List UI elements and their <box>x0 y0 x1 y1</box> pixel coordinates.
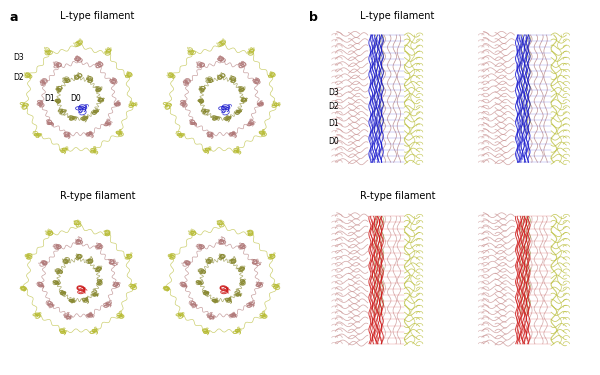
Text: D0: D0 <box>71 94 81 104</box>
Text: L-type filament: L-type filament <box>360 11 434 21</box>
Text: a: a <box>9 11 17 24</box>
Text: D1: D1 <box>44 94 55 104</box>
Text: b: b <box>309 11 318 24</box>
Text: D1: D1 <box>328 119 339 128</box>
Text: D3: D3 <box>328 88 339 97</box>
Text: D3: D3 <box>14 53 25 62</box>
Text: R-type filament: R-type filament <box>60 191 136 201</box>
Text: D2: D2 <box>14 73 24 82</box>
Text: R-type filament: R-type filament <box>360 191 436 201</box>
Text: D2: D2 <box>328 102 339 111</box>
Text: L-type filament: L-type filament <box>60 11 134 21</box>
Text: D0: D0 <box>328 136 339 146</box>
